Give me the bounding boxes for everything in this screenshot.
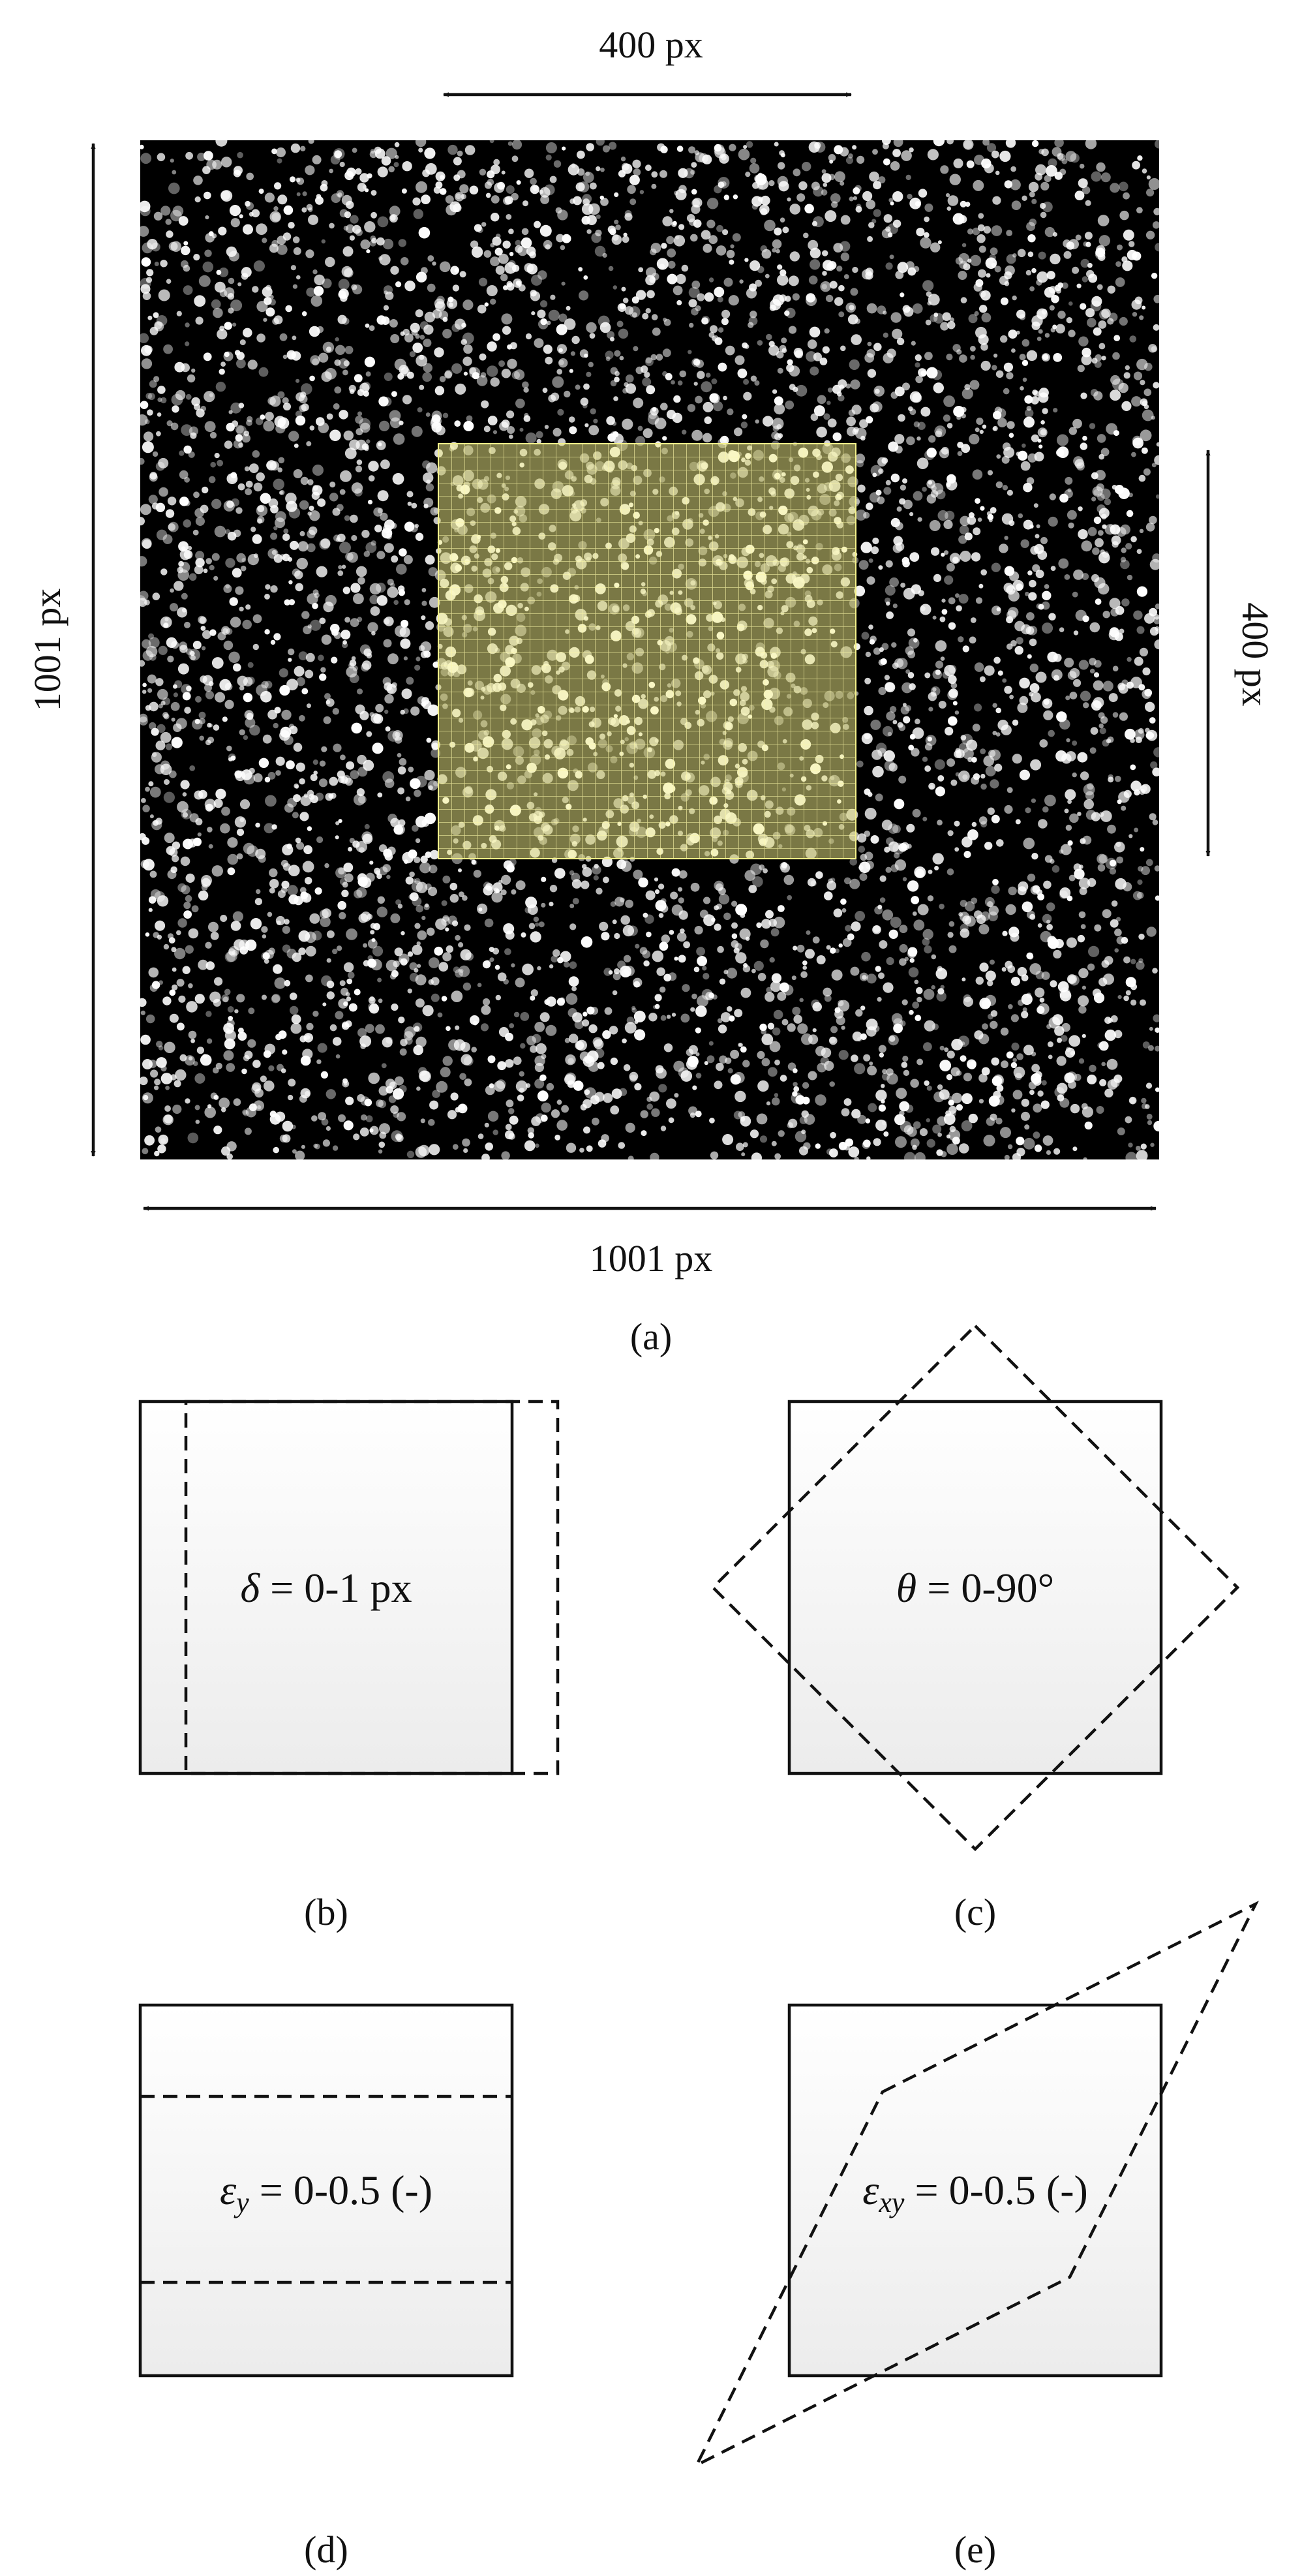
reference-square-d bbox=[138, 2003, 514, 2378]
reference-square-b bbox=[138, 1400, 514, 1775]
right-dim-label: 400 px bbox=[1234, 602, 1277, 707]
rotated-square-c bbox=[710, 1323, 1240, 1852]
sheared-shape-e bbox=[693, 1900, 1260, 2469]
caption-c: (c) bbox=[954, 1891, 996, 1933]
panel-a: 400 px 1001 px 400 px 1001 px (a) bbox=[26, 23, 1277, 1358]
translation-label: δ = 0-1 px bbox=[240, 1565, 412, 1611]
epsilon-symbol-d: ε bbox=[220, 2167, 237, 2213]
reference-square-c bbox=[787, 1400, 1163, 1775]
shear-strain-label: εxy = 0-0.5 (-) bbox=[862, 2167, 1088, 2218]
rotation-range: = 0-90° bbox=[916, 1565, 1054, 1611]
subset-mesh bbox=[438, 444, 856, 859]
reference-square-e bbox=[787, 2003, 1163, 2378]
subset-border bbox=[438, 443, 856, 859]
caption-e: (e) bbox=[954, 2528, 996, 2571]
shear-strain-range: = 0-0.5 (-) bbox=[904, 2167, 1087, 2213]
caption-b: (b) bbox=[304, 1891, 348, 1933]
normal-strain-range: = 0-0.5 (-) bbox=[249, 2167, 432, 2213]
epsilon-symbol-e: ε bbox=[862, 2167, 879, 2213]
panel-d: εy = 0-0.5 (-) (d) bbox=[138, 2003, 514, 2571]
subscript-y: y bbox=[234, 2186, 249, 2218]
caption-a: (a) bbox=[630, 1315, 672, 1358]
translated-square-b bbox=[184, 1400, 560, 1775]
rotation-label: θ = 0-90° bbox=[896, 1565, 1054, 1611]
bottom-dim-label: 1001 px bbox=[590, 1237, 713, 1280]
translation-range: = 0-1 px bbox=[260, 1565, 412, 1611]
caption-d: (d) bbox=[304, 2528, 348, 2571]
top-dim-label: 400 px bbox=[599, 23, 703, 66]
subscript-xy: xy bbox=[878, 2186, 905, 2218]
normal-strain-label: εy = 0-0.5 (-) bbox=[220, 2167, 432, 2218]
left-dim-label: 1001 px bbox=[26, 589, 68, 712]
panel-b: δ = 0-1 px (b) bbox=[138, 1400, 560, 1933]
panel-c: θ = 0-90° (c) bbox=[710, 1323, 1240, 1933]
panel-e: εxy = 0-0.5 (-) (e) bbox=[693, 1900, 1260, 2571]
theta-symbol: θ bbox=[896, 1565, 916, 1611]
delta-symbol: δ bbox=[240, 1565, 260, 1611]
